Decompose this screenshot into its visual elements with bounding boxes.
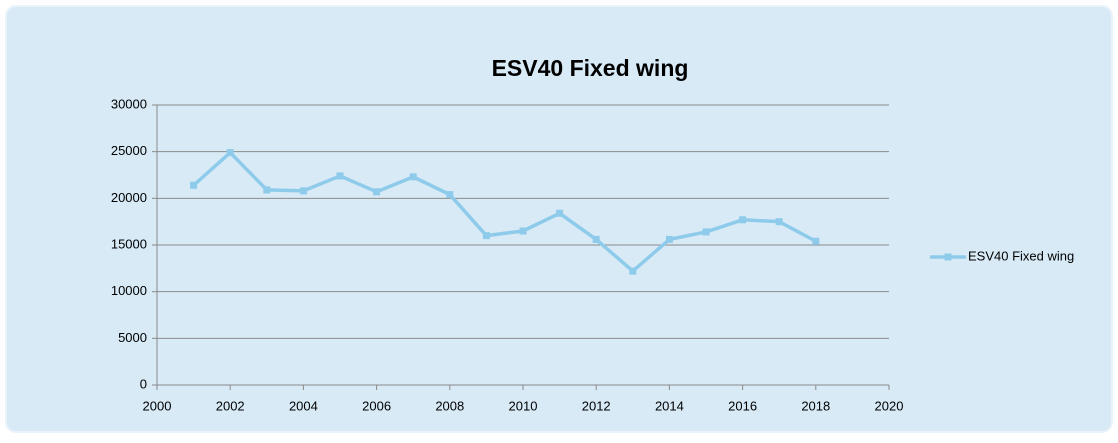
x-tick-label: 2002 [216, 398, 245, 413]
x-tick-label: 2010 [509, 398, 538, 413]
data-point [336, 172, 344, 180]
y-tick-label: 20000 [111, 190, 147, 205]
x-tick-label: 2016 [728, 398, 757, 413]
data-point [190, 181, 198, 189]
data-point [373, 188, 381, 196]
x-tick-label: 2000 [143, 398, 172, 413]
data-point [446, 191, 454, 199]
y-tick-label: 10000 [111, 283, 147, 298]
data-point [592, 235, 600, 243]
chart-background [5, 5, 1113, 433]
data-point [226, 149, 234, 157]
data-point [409, 173, 417, 181]
x-tick-label: 2012 [582, 398, 611, 413]
x-tick-label: 2014 [655, 398, 684, 413]
legend-marker [944, 253, 952, 261]
y-tick-label: 15000 [111, 236, 147, 251]
x-tick-label: 2008 [435, 398, 464, 413]
chart-title: ESV40 Fixed wing [492, 55, 689, 81]
x-tick-label: 2018 [801, 398, 830, 413]
data-point [299, 187, 307, 195]
legend-label: ESV40 Fixed wing [968, 248, 1074, 263]
data-point [739, 216, 747, 224]
data-point [482, 232, 490, 240]
data-point [519, 227, 527, 235]
x-tick-label: 2006 [362, 398, 391, 413]
series-line [192, 150, 817, 273]
data-point [556, 209, 564, 217]
data-point [702, 228, 710, 236]
y-tick-label: 30000 [111, 96, 147, 111]
data-point [665, 235, 673, 243]
data-point [263, 186, 271, 194]
x-tick-label: 2004 [289, 398, 318, 413]
y-tick-label: 25000 [111, 143, 147, 158]
y-tick-label: 0 [140, 376, 147, 391]
data-point [629, 267, 637, 275]
data-point [775, 218, 783, 226]
y-tick-label: 5000 [118, 330, 147, 345]
data-point [812, 237, 820, 245]
x-tick-label: 2020 [875, 398, 904, 413]
